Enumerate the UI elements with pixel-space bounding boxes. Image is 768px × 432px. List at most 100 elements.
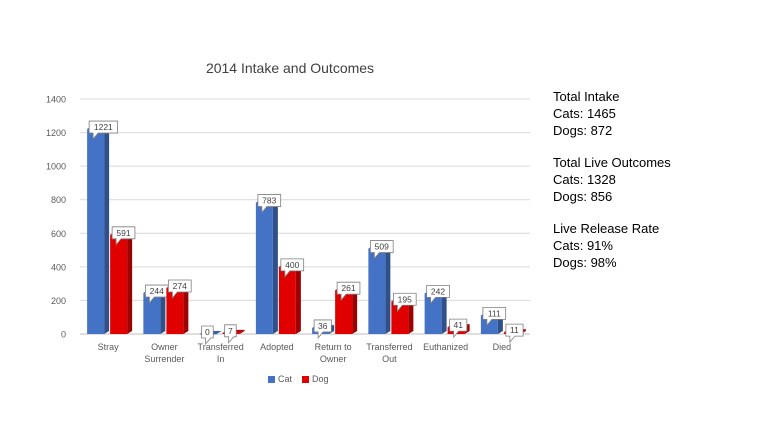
data-label-box-dog-owner-surrender: [167, 279, 192, 300]
data-label-dog-owner-surrender: 274: [173, 281, 187, 291]
legend-label-cat: Cat: [278, 374, 293, 384]
x-tick-label-line: Transferred: [366, 342, 412, 352]
release-rate-dogs: Dogs: 98%: [553, 255, 617, 270]
total-intake-cats: Cats: 1465: [553, 106, 616, 121]
data-label-box-dog-transferred-out: [392, 292, 417, 313]
data-label-box-cat-adopted: [257, 194, 282, 214]
data-label-cat-euthanized: 242: [431, 286, 445, 296]
legend-swatch-dog: [302, 375, 310, 383]
data-label-dog-return-to-owner: 261: [341, 283, 355, 293]
release-rate-title: Live Release Rate: [553, 221, 660, 236]
data-label-dog-adopted: 400: [285, 260, 299, 270]
bar-side-cat-adopted: [272, 199, 278, 334]
release-rate-cats: Cats: 91%: [553, 238, 613, 253]
x-tick-label-line: In: [217, 354, 225, 364]
bar-cat-died: [480, 315, 498, 334]
data-label-box-dog-transferred-in: [224, 324, 237, 344]
x-tick-label-line: Out: [382, 354, 397, 364]
bar-cat-transferred-out: [368, 248, 386, 334]
data-label-cat-transferred-in: 0: [205, 327, 210, 337]
bar-side-cat-transferred-out: [385, 245, 391, 334]
x-tick-label-died: Died: [493, 342, 512, 352]
bar-cat-stray: [87, 129, 105, 334]
y-tick-label-0: 0: [61, 330, 66, 340]
live-outcomes-block: Total Live Outcomes Cats: 1328 Dogs: 856: [553, 154, 758, 205]
total-intake-title: Total Intake: [553, 89, 620, 104]
x-tick-label-line: Died: [493, 342, 512, 352]
y-tick-label-400: 400: [51, 262, 66, 272]
x-tick-label-transferred-in: Transferred In: [198, 342, 244, 364]
bar-cat-owner-surrender: [143, 293, 161, 334]
x-tick-label-line: Owner: [320, 354, 347, 364]
data-label-cat-died: 111: [488, 308, 501, 318]
bar-side-dog-adopted: [295, 263, 301, 334]
bar-dog-adopted: [278, 266, 296, 334]
legend-item-dog: Dog: [302, 374, 329, 384]
data-label-cat-adopted: 783: [262, 196, 276, 206]
data-label-box-cat-stray: [88, 120, 118, 141]
bar-side-dog-transferred-out: [408, 298, 414, 334]
live-outcomes-dogs: Dogs: 856: [553, 189, 613, 204]
bar-side-dog-return-to-owner: [352, 287, 358, 334]
y-tick-label-200: 200: [51, 296, 66, 306]
bar-dog-stray: [110, 234, 128, 334]
bar-side-dog-owner-surrender: [183, 285, 189, 334]
x-tick-label-transferred-out: Transferred Out: [366, 342, 412, 364]
bar-dog-transferred-out: [391, 301, 409, 334]
x-tick-label-line: Euthanized: [423, 342, 468, 352]
bar-cat-euthanized: [424, 293, 442, 334]
data-label-box-cat-euthanized: [426, 284, 450, 305]
bar-dog-return-to-owner: [335, 290, 353, 334]
data-label-box-dog-euthanized: [449, 318, 468, 339]
chart-title: 2014 Intake and Outcomes: [205, 60, 375, 76]
data-label-dog-transferred-out: 195: [398, 294, 412, 304]
data-label-dog-transferred-in: 7: [228, 326, 233, 336]
legend-swatch-cat: [268, 375, 275, 383]
x-tick-label-adopted: Adopted: [260, 342, 294, 352]
data-label-box-dog-return-to-owner: [336, 281, 361, 302]
x-tick-label-stray: Stray: [98, 342, 120, 352]
bar-side-cat-stray: [104, 126, 110, 335]
bar-dog-owner-surrender: [166, 288, 184, 334]
bar-cat-adopted: [255, 202, 273, 334]
data-label-box-cat-died: [482, 306, 507, 327]
live-outcomes-title: Total Live Outcomes: [553, 155, 671, 170]
legend-label-dog: Dog: [312, 374, 329, 384]
bar-side-cat-euthanized: [441, 290, 447, 334]
data-label-box-cat-transferred-out: [369, 240, 394, 260]
live-outcomes-cats: Cats: 1328: [553, 172, 616, 187]
data-label-dog-died: 11: [510, 325, 519, 335]
x-tick-label-owner-surrender: Owner Surrender: [144, 342, 184, 364]
total-intake-dogs: Dogs: 872: [553, 123, 613, 138]
bar-side-dog-stray: [127, 231, 133, 334]
data-label-dog-stray: 591: [116, 228, 130, 238]
legend-item-cat: Cat: [268, 374, 292, 384]
x-tick-label-line: Owner: [151, 342, 178, 352]
y-tick-label-1200: 1200: [46, 128, 66, 138]
data-label-cat-return-to-owner: 36: [318, 321, 328, 331]
x-tick-label-line: Surrender: [144, 354, 184, 364]
data-label-box-dog-stray: [111, 226, 136, 246]
data-label-box-dog-adopted: [280, 258, 305, 278]
x-tick-label-line: Return to: [315, 342, 352, 352]
data-label-cat-stray: 1221: [94, 122, 113, 132]
total-intake-block: Total Intake Cats: 1465 Dogs: 872: [553, 88, 758, 139]
y-tick-label-600: 600: [51, 229, 66, 239]
x-tick-label-line: Transferred: [198, 342, 244, 352]
y-tick-label-1400: 1400: [46, 95, 66, 105]
data-label-cat-transferred-out: 509: [375, 242, 389, 252]
data-label-dog-euthanized: 41: [453, 320, 463, 330]
x-tick-label-euthanized: Euthanized: [423, 342, 468, 352]
y-tick-label-1000: 1000: [46, 162, 66, 172]
bar-side-dog-transferred-in: [239, 329, 245, 334]
x-tick-label-return-to-owner: Return to Owner: [315, 342, 352, 364]
x-tick-label-line: Adopted: [260, 342, 294, 352]
x-tick-label-line: Stray: [98, 342, 120, 352]
bar-side-cat-owner-surrender: [160, 290, 166, 334]
data-label-box-cat-return-to-owner: [313, 319, 332, 340]
y-tick-label-800: 800: [51, 195, 66, 205]
data-label-box-cat-transferred-in: [201, 325, 214, 346]
summary-panel: Total Intake Cats: 1465 Dogs: 872 Total …: [553, 88, 758, 286]
data-label-box-dog-died: [505, 323, 524, 344]
